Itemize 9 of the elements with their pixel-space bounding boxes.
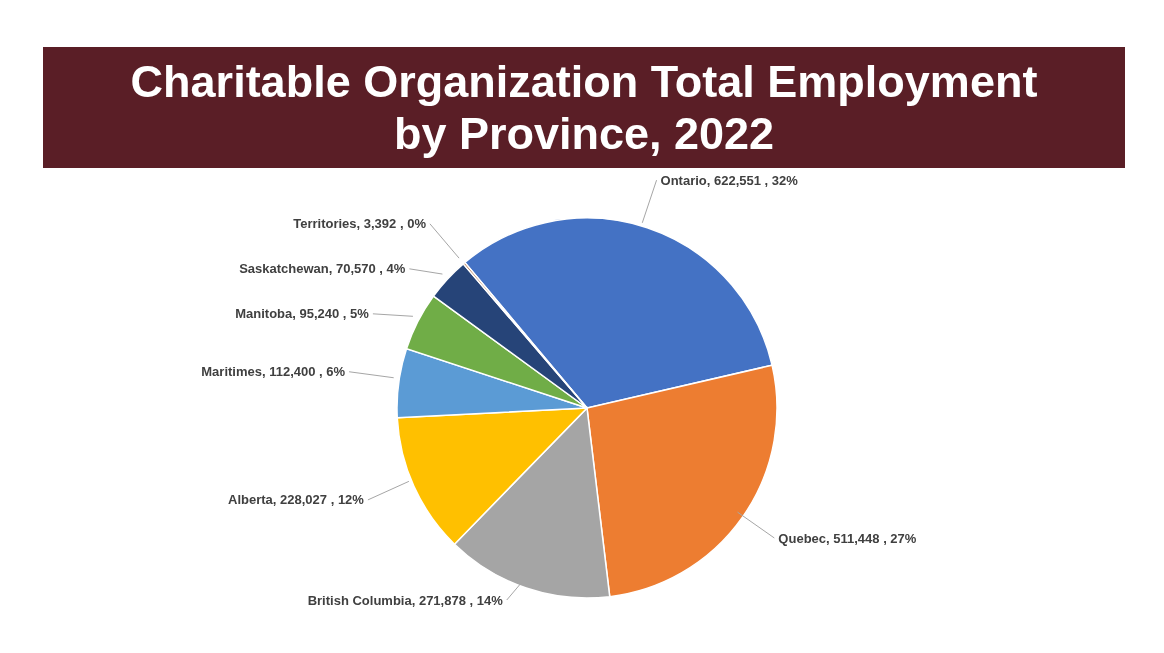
slice-label: Maritimes, 112,400 , 6% — [201, 364, 346, 380]
slice-label: British Columbia, 271,878 , 14% — [307, 592, 504, 608]
slice-label: Alberta, 228,027 , 12% — [228, 492, 365, 508]
chart-title: Charitable Organization Total Employment by Province, 2022 — [129, 55, 1039, 160]
slice-label: Saskatchewan, 70,570 , 4% — [239, 261, 406, 277]
slice-label: Manitoba, 95,240 , 5% — [235, 306, 370, 322]
slice-label: Territories, 3,392 , 0% — [293, 216, 427, 232]
slice-label: Quebec, 511,448 , 27% — [778, 530, 917, 546]
slice-label: Ontario, 622,551 , 32% — [660, 172, 799, 188]
